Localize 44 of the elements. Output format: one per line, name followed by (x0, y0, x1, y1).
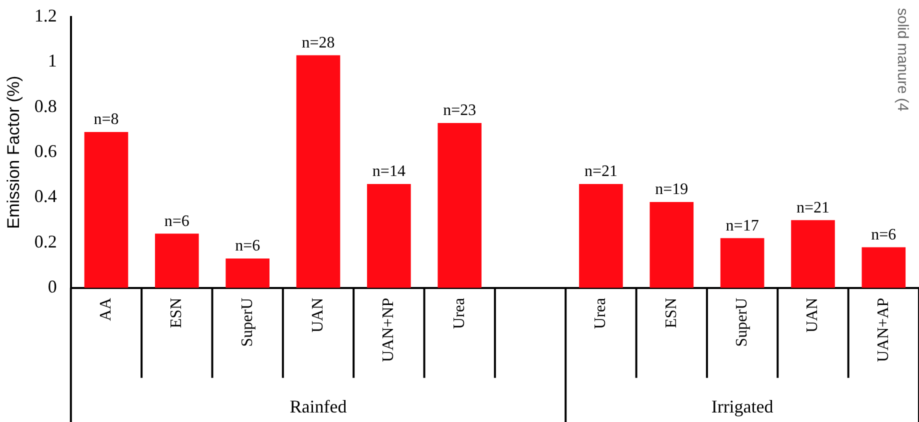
y-tick-label: 1 (48, 50, 57, 71)
annotation: solid manure (4 (894, 8, 911, 112)
text: Rainfed (290, 396, 347, 417)
x-tick-label: Urea (450, 298, 468, 329)
x-tick-label: SuperU (734, 297, 751, 347)
bar (367, 184, 411, 288)
annotation: n=28 (302, 34, 335, 52)
y-axis-title: Emission Factor (%) (4, 76, 23, 229)
annotation: n=23 (443, 102, 476, 120)
annotation: n=17 (726, 217, 759, 234)
x-tick-label: UAN+NP (380, 298, 398, 362)
y-tick-label: 0.8 (34, 96, 57, 116)
bar (720, 238, 764, 288)
x-tick-label: AA (97, 297, 114, 321)
bar (438, 122, 482, 288)
annotation: n=6 (235, 238, 260, 255)
annotation: n=21 (584, 163, 618, 180)
bar (84, 132, 128, 288)
annotation: n=6 (164, 212, 190, 230)
bar (155, 234, 199, 288)
y-tick-label: 0 (48, 276, 57, 297)
bar (296, 55, 340, 288)
annotation: n=6 (871, 226, 896, 244)
y-tick-label: 0.2 (34, 231, 57, 252)
text: Irrigated (711, 396, 774, 417)
annotation: n=8 (94, 111, 119, 128)
x-tick-label: ESN (662, 297, 680, 328)
x-tick-label: Urea (592, 298, 610, 329)
bar (226, 258, 270, 288)
y-tick-label: 1.2 (34, 6, 57, 26)
y-tick-label: 0.4 (34, 186, 57, 206)
x-tick-label: SuperU (238, 297, 256, 347)
bar (650, 202, 694, 288)
x-tick-label: UAN (309, 297, 326, 333)
y-tick-label: 0.6 (34, 141, 57, 162)
bar (862, 247, 906, 288)
x-tick-label: UAN (804, 297, 822, 333)
x-tick-label: ESN (168, 297, 186, 328)
bar (579, 184, 623, 288)
x-tick-label: UAN+AP (874, 298, 892, 362)
annotation: n=14 (372, 163, 406, 180)
annotation: n=21 (796, 199, 830, 216)
annotation: n=19 (655, 181, 688, 198)
bar (791, 220, 835, 288)
